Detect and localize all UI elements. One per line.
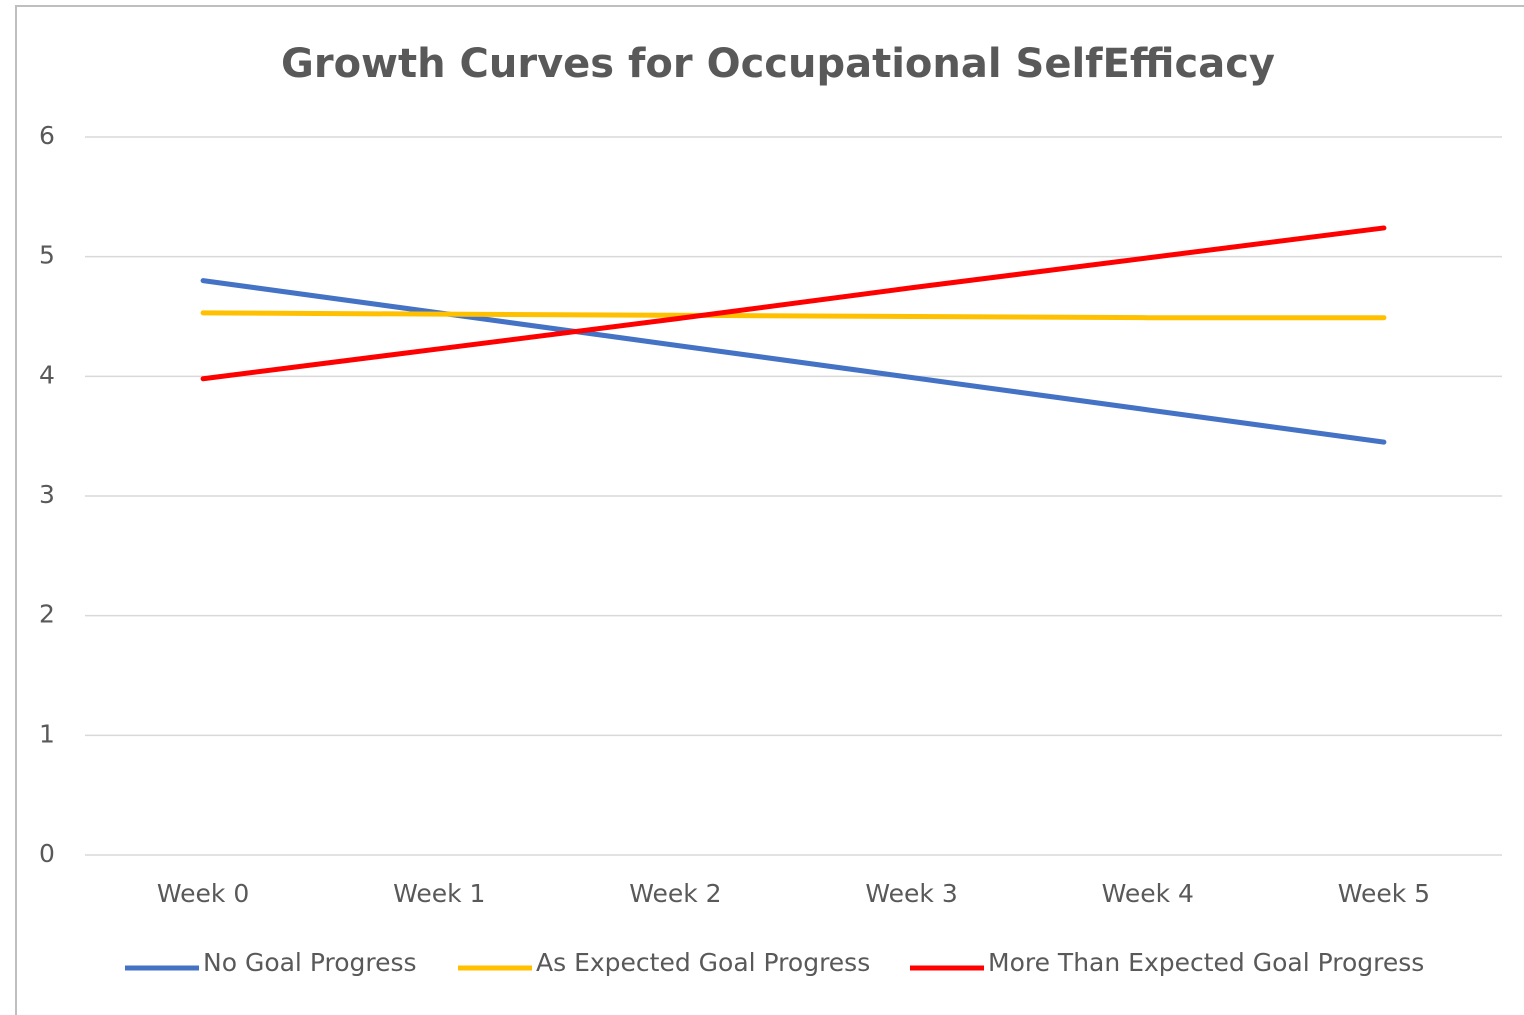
x-tick-label: Week 1 (393, 879, 485, 908)
series-line (200, 310, 1387, 321)
legend-label: As Expected Goal Progress (536, 948, 870, 977)
legend-label: No Goal Progress (203, 948, 417, 977)
y-tick-label: 1 (39, 719, 55, 748)
y-tick-label: 2 (39, 600, 55, 629)
chart-title: Growth Curves for Occupational SelfEffic… (281, 41, 1275, 87)
y-tick-label: 5 (39, 241, 55, 270)
y-tick-label: 3 (39, 480, 55, 509)
x-tick-label: Week 2 (629, 879, 721, 908)
series-line (200, 225, 1387, 382)
legend-label: More Than Expected Goal Progress (988, 948, 1424, 977)
series-line (200, 278, 1387, 445)
y-tick-label: 4 (39, 360, 55, 389)
x-tick-label: Week 0 (157, 879, 249, 908)
x-tick-label: Week 3 (865, 879, 957, 908)
x-tick-label: Week 5 (1338, 879, 1430, 908)
y-tick-label: 0 (39, 839, 55, 868)
x-tick-label: Week 4 (1102, 879, 1194, 908)
chart-frame (15, 5, 1524, 1015)
y-tick-label: 6 (39, 121, 55, 150)
